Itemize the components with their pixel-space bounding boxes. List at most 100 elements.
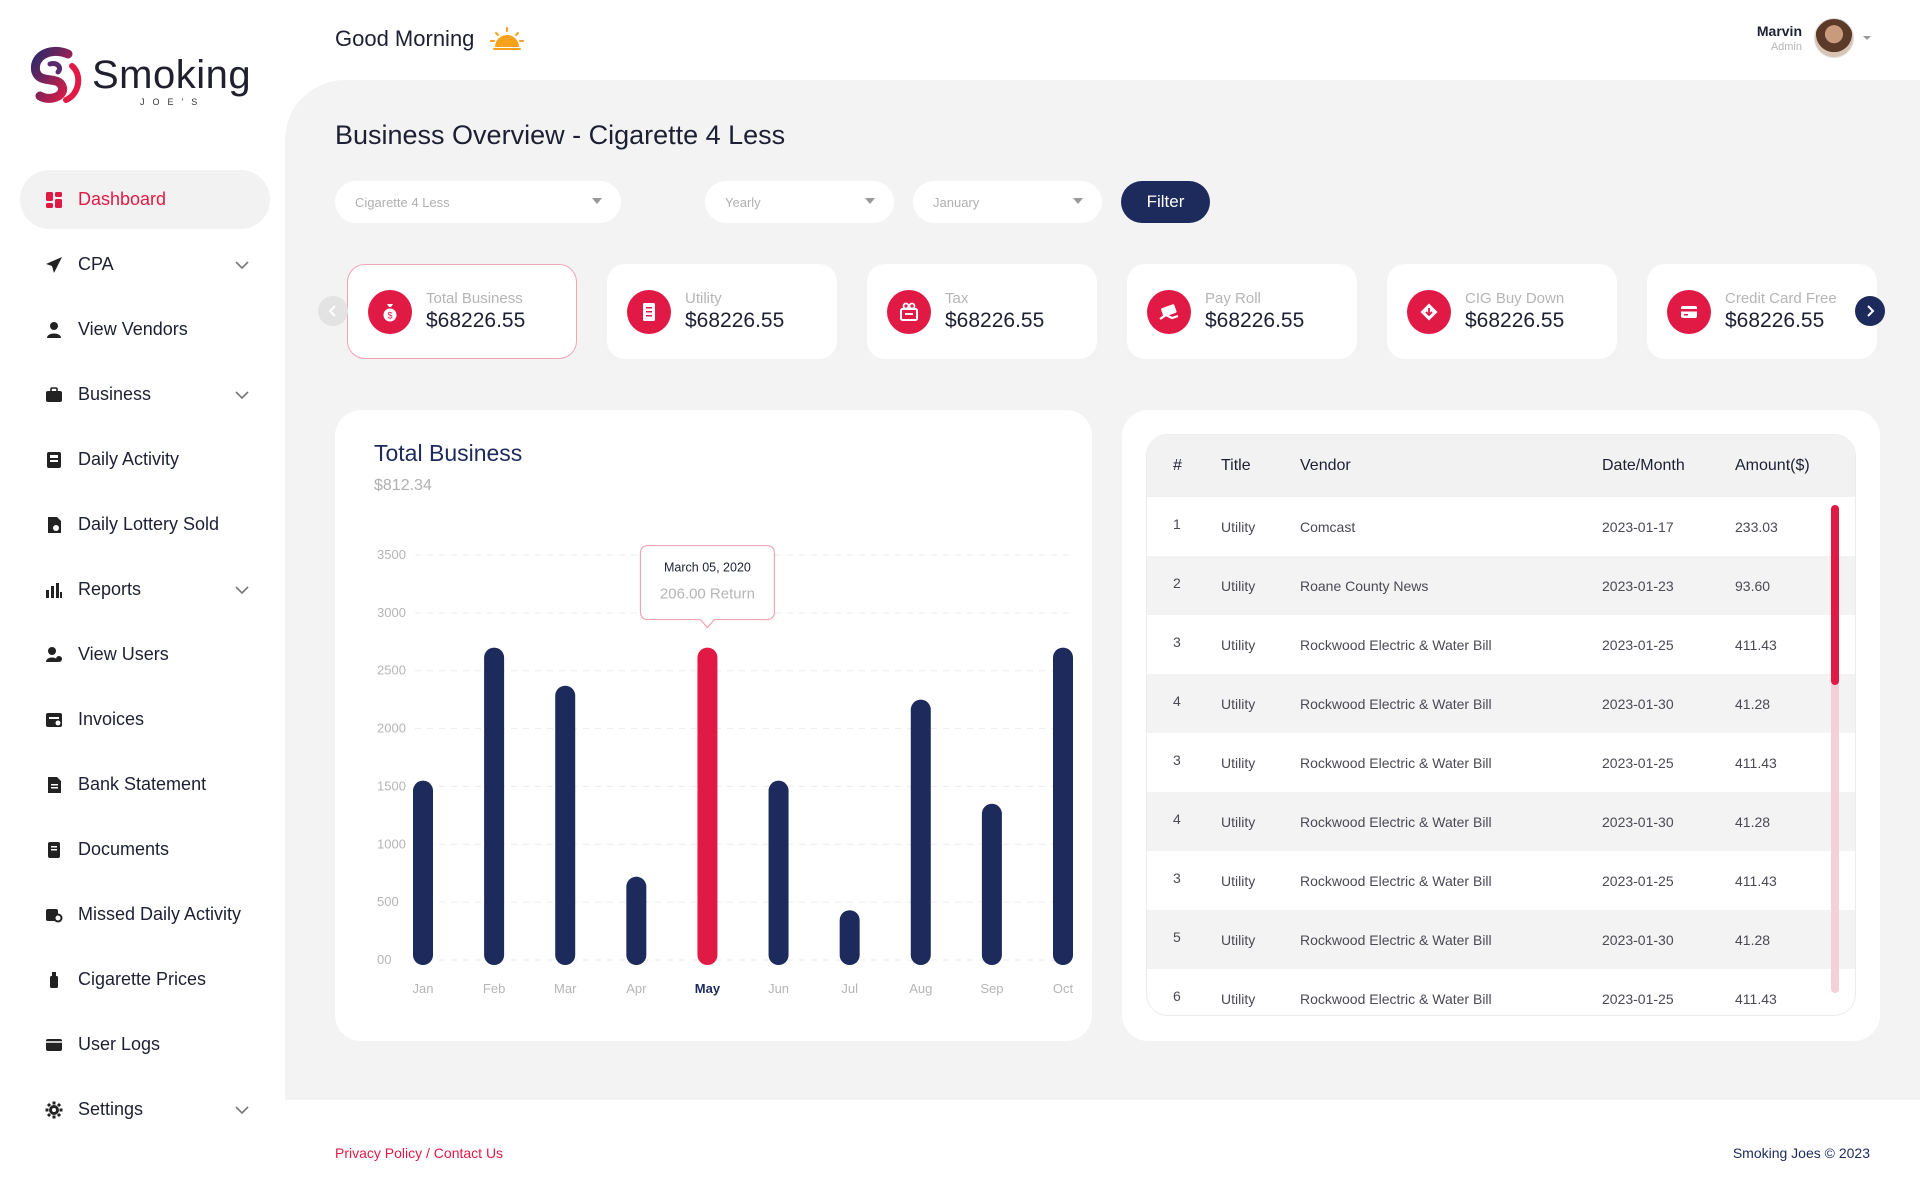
card-cig-buy-down[interactable]: CIG Buy Down $68226.55	[1387, 264, 1617, 359]
sidebar-item-settings[interactable]: Settings	[20, 1080, 270, 1139]
card-tax[interactable]: Tax $68226.55	[867, 264, 1097, 359]
table-row[interactable]: 1 Utility Comcast 2023-01-17 233.03	[1147, 497, 1855, 556]
column-header-amount[interactable]: Amount($)	[1735, 457, 1810, 474]
sidebar-item-business[interactable]: Business	[20, 365, 270, 424]
table-cell: Utility	[1221, 872, 1256, 889]
table-cell: Utility	[1221, 931, 1256, 948]
table-scrollbar-track[interactable]	[1831, 505, 1839, 993]
dropdown-arrow-icon	[592, 198, 602, 204]
table-scrollbar-thumb[interactable]	[1831, 505, 1839, 685]
column-header-number[interactable]: #	[1173, 457, 1182, 474]
sidebar-item-label: Missed Daily Activity	[78, 904, 242, 924]
sidebar-item-user-logs[interactable]: User Logs	[20, 1015, 270, 1074]
table-row[interactable]: 2 Utility Roane County News 2023-01-23 93.60	[1147, 556, 1855, 615]
card-label: Total Business	[426, 290, 523, 307]
column-header-vendor[interactable]: Vendor	[1300, 457, 1351, 474]
month-select[interactable]: January	[913, 181, 1102, 223]
gear-icon	[44, 1100, 64, 1120]
cards-prev-button[interactable]	[318, 296, 348, 326]
column-header-date[interactable]: Date/Month	[1602, 457, 1685, 474]
logo-mark-icon	[30, 46, 82, 103]
greeting: Good Morning	[335, 26, 525, 52]
table-row[interactable]: 5 Utility Rockwood Electric & Water Bill 20…	[1147, 910, 1855, 969]
summary-cards: Credit Card Free $68226.55 CIG Buy Down $68…	[318, 264, 1885, 360]
table-cell: Rockwood Electric & Water Bill	[1300, 695, 1492, 712]
sidebar-item-daily-activity[interactable]: Daily Activity	[20, 430, 270, 489]
cards-next-button[interactable]	[1855, 296, 1885, 326]
money-bag-icon: $	[368, 289, 412, 334]
table-cell: 6	[1173, 988, 1181, 1004]
bar	[484, 647, 505, 965]
sidebar-item-dashboard[interactable]: Dashboard	[20, 170, 270, 229]
svg-text:$: $	[387, 310, 392, 320]
table-cell: 233.03	[1735, 518, 1778, 535]
bar	[1053, 647, 1073, 965]
sidebar-item-cpa[interactable]: CPA	[20, 235, 270, 294]
filter-button[interactable]: Filter	[1121, 181, 1210, 223]
table-cell: 41.28	[1735, 931, 1771, 948]
greeting-text: Good Morning	[335, 26, 475, 51]
sidebar-item-invoices[interactable]: Invoices	[20, 690, 270, 749]
table-row[interactable]: 4 Utility Rockwood Electric & Water Bill 20…	[1147, 792, 1855, 851]
card-credit-card-free[interactable]: Credit Card Free $68226.55	[1647, 264, 1877, 359]
store-select-value: Cigarette 4 Less	[355, 194, 450, 210]
brand-logo[interactable]: Smoking JOE'S	[28, 44, 251, 107]
footer-links[interactable]: Privacy Policy / Contact Us	[335, 1145, 504, 1161]
card-total-business[interactable]: $ Total Business $68226.55	[347, 264, 577, 359]
card-pay-roll[interactable]: Pay Roll $68226.55	[1127, 264, 1357, 359]
table-row[interactable]: 4 Utility Rockwood Electric & Water Bill 20…	[1147, 674, 1855, 733]
chevron-down-icon[interactable]	[1862, 33, 1872, 43]
sidebar-item-cigarette-prices[interactable]: Cigarette Prices	[20, 950, 270, 1009]
chevron-down-icon[interactable]	[234, 257, 250, 273]
sidebar-item-label: User Logs	[78, 1034, 161, 1054]
store-select[interactable]: Cigarette 4 Less	[335, 181, 621, 223]
avatar[interactable]	[1814, 18, 1854, 58]
chevron-down-icon[interactable]	[234, 1102, 250, 1118]
sidebar: Smoking JOE'S Dashboard CPA View Vendors Bu…	[0, 0, 285, 1180]
card-label: Pay Roll	[1205, 290, 1261, 307]
card-value: $68226.55	[1205, 309, 1305, 332]
table-row[interactable]: 3 Utility Rockwood Electric & Water Bill 20…	[1147, 733, 1855, 792]
bar-chart: 00 500 1000 1500 2000 2500 3000 3500 Jan Feb Mar Ap…	[377, 544, 1075, 996]
bar	[555, 685, 576, 965]
table-cell: Comcast	[1300, 518, 1356, 535]
table-cell: Utility	[1221, 518, 1256, 535]
table-row[interactable]: 6 Utility Rockwood Electric & Water Bill 20…	[1147, 969, 1855, 1015]
table-cell: 3	[1173, 870, 1181, 886]
column-header-title[interactable]: Title	[1221, 457, 1251, 474]
register-icon	[44, 450, 64, 470]
y-tick-label: 2000	[377, 721, 406, 736]
y-tick-label: 2500	[377, 663, 406, 678]
sidebar-item-label: Bank Statement	[78, 774, 207, 794]
y-tick-label: 00	[377, 952, 391, 967]
table-row[interactable]: 3 Utility Rockwood Electric & Water Bill 20…	[1147, 615, 1855, 674]
sidebar-item-label: View Users	[78, 644, 169, 664]
x-tick-label: Mar	[554, 981, 577, 996]
y-tick-label: 3500	[377, 547, 406, 562]
sidebar-item-documents[interactable]: Documents	[20, 820, 270, 879]
x-tick-label: Oct	[1053, 981, 1074, 996]
sidebar-item-missed-daily-activity[interactable]: Missed Daily Activity	[20, 885, 270, 944]
table-cell: 2023-01-25	[1602, 990, 1674, 1007]
sidebar-item-view-vendors[interactable]: View Vendors	[20, 300, 270, 359]
card-utility[interactable]: Utility $68226.55	[607, 264, 837, 359]
table-cell: 2023-01-25	[1602, 636, 1674, 653]
period-select[interactable]: Yearly	[705, 181, 894, 223]
x-tick-label: May	[695, 981, 721, 996]
chevron-down-icon[interactable]	[234, 582, 250, 598]
transactions-table: # Title Vendor Date/Month Amount($) 1 Uti…	[1146, 434, 1856, 1016]
user-menu[interactable]: Marvin Admin	[1757, 18, 1872, 58]
table-cell: Utility	[1221, 754, 1256, 771]
chevron-down-icon[interactable]	[234, 387, 250, 403]
cigarette-icon	[44, 970, 64, 990]
transactions-table-panel: # Title Vendor Date/Month Amount($) 1 Uti…	[1122, 410, 1880, 1041]
sidebar-item-label: Cigarette Prices	[78, 969, 207, 989]
table-cell: 2023-01-17	[1602, 518, 1674, 535]
table-cell: 2023-01-25	[1602, 872, 1674, 889]
table-cell: 411.43	[1735, 990, 1777, 1007]
table-row[interactable]: 3 Utility Rockwood Electric & Water Bill 20…	[1147, 851, 1855, 910]
sidebar-item-daily-lottery-sold[interactable]: Daily Lottery Sold	[20, 495, 270, 554]
sidebar-item-reports[interactable]: Reports	[20, 560, 270, 619]
sidebar-item-bank-statement[interactable]: Bank Statement	[20, 755, 270, 814]
sidebar-item-view-users[interactable]: View Users	[20, 625, 270, 684]
